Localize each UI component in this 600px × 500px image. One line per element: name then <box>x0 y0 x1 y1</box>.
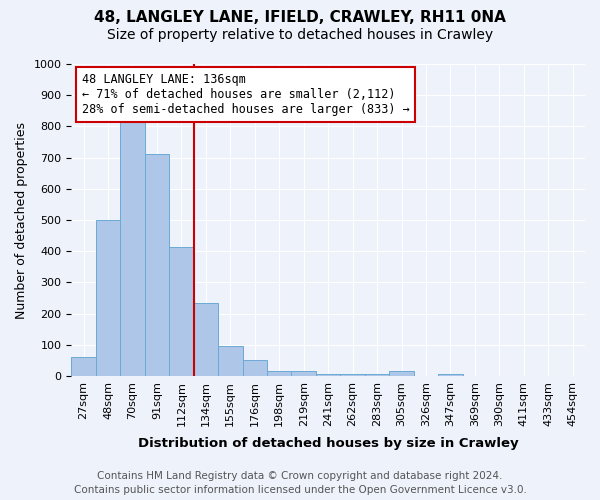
Text: 48 LANGLEY LANE: 136sqm
← 71% of detached houses are smaller (2,112)
28% of semi: 48 LANGLEY LANE: 136sqm ← 71% of detache… <box>82 74 409 116</box>
Text: Contains HM Land Registry data © Crown copyright and database right 2024.
Contai: Contains HM Land Registry data © Crown c… <box>74 471 526 495</box>
Bar <box>194 302 218 376</box>
Bar <box>120 120 145 376</box>
Bar <box>365 374 389 376</box>
Bar <box>145 154 169 376</box>
Text: Size of property relative to detached houses in Crawley: Size of property relative to detached ho… <box>107 28 493 42</box>
X-axis label: Distribution of detached houses by size in Crawley: Distribution of detached houses by size … <box>138 437 518 450</box>
Bar <box>316 374 340 376</box>
Bar <box>96 220 120 376</box>
Bar <box>242 360 267 376</box>
Bar <box>71 358 96 376</box>
Bar <box>267 372 292 376</box>
Y-axis label: Number of detached properties: Number of detached properties <box>15 122 28 318</box>
Bar <box>340 374 365 376</box>
Bar <box>218 346 242 376</box>
Bar <box>169 246 194 376</box>
Bar <box>438 374 463 376</box>
Bar <box>292 372 316 376</box>
Text: 48, LANGLEY LANE, IFIELD, CRAWLEY, RH11 0NA: 48, LANGLEY LANE, IFIELD, CRAWLEY, RH11 … <box>94 10 506 25</box>
Bar <box>389 372 414 376</box>
